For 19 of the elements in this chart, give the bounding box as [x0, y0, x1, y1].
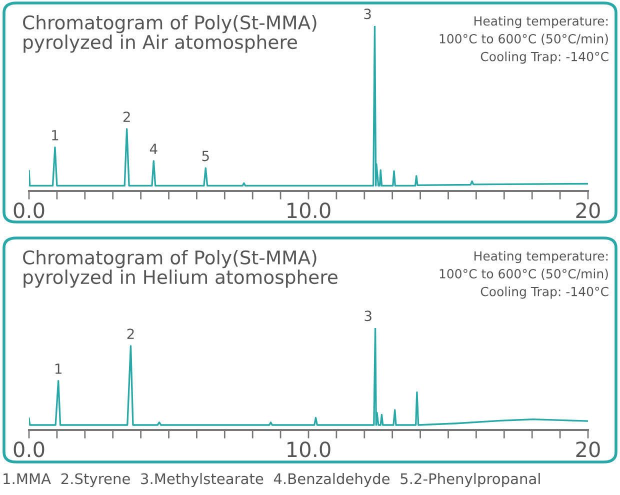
annotation: 3 [364, 310, 372, 322]
annotation: 4 [150, 144, 158, 154]
x-tick-label: 0.0 [14, 441, 44, 458]
annotation: 3 [364, 8, 371, 20]
text: Heating temperature: 100°C to 600°C (50°C/min) Cooling Trap: -140°C [440, 251, 608, 299]
annotation: 1 [55, 364, 62, 374]
x-tick-label: 10.0 [288, 441, 330, 458]
chart-title: Chromatogram of Poly(St-MMA) pyrolyzed in Air atomosphere [23, 15, 316, 53]
text: 1.MMA 2.Styrene 3.Methylstearate 4.Benzaldehyde 5.2-Phenylpropanal [4, 472, 540, 488]
annotation: Heating temperature: 100°C to 600°C (50°C/min) Cooling Trap: -140°C [440, 16, 608, 64]
annotation: 5 [202, 150, 209, 162]
x-tick-label: 20 [576, 441, 600, 458]
annotation: 2 [123, 112, 130, 122]
x-tick-label: 20 [576, 202, 600, 218]
chart-title: Chromatogram of Poly(St-MMA) pyrolyzed in Helium atomosphere [23, 250, 338, 288]
x-tick-label: 0.0 [14, 202, 44, 218]
x-tick-label: 10.0 [288, 202, 330, 218]
annotation: 2 [127, 328, 134, 339]
annotation: 1 [52, 130, 58, 140]
